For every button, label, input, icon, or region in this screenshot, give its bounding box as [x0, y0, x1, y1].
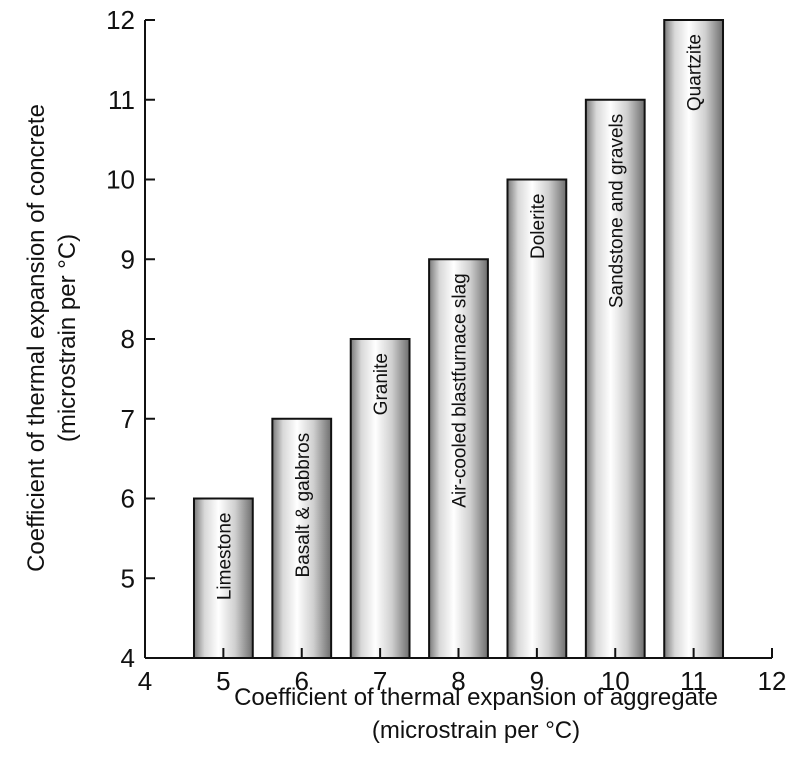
y-tick-label: 9 [121, 244, 135, 274]
bar [584, 98, 646, 659]
bar [271, 417, 333, 659]
x-tick-label: 8 [451, 666, 465, 696]
bar-label: Dolerite [528, 194, 549, 259]
x-tick-label: 11 [680, 666, 707, 696]
y-tick-label: 4 [121, 643, 135, 673]
y-tick-label: 7 [121, 404, 135, 434]
x-tick-label: 12 [758, 666, 787, 696]
y-tick-label: 11 [108, 85, 135, 115]
bar-label: Granite [371, 353, 392, 415]
y-tick-label: 10 [106, 165, 135, 195]
bar-label: Basalt & gabbros [293, 433, 314, 578]
bars: Limestone Basalt & gabbros Granite Air-cool… [192, 19, 725, 659]
bar [428, 258, 489, 659]
x-tick-label: 6 [295, 666, 309, 696]
y-tick-label: 6 [121, 484, 135, 514]
x-tick-label: 7 [373, 666, 387, 696]
y-tick-label: 5 [121, 563, 135, 593]
x-tick-label: 4 [138, 666, 152, 696]
x-tick-label: 10 [601, 666, 630, 696]
ticks: 4 5 6 7 8 9 10 11 12 4 5 6 7 8 9 10 11 12 [106, 5, 786, 696]
x-tick-label: 5 [216, 666, 230, 696]
y-tick-label: 8 [121, 324, 135, 354]
bar-label: Limestone [214, 513, 235, 601]
y-axis-unit: (microstrain per °C) [54, 234, 81, 442]
bar [192, 497, 254, 659]
bar-label: Quartzite [685, 34, 706, 111]
y-axis-title: Coefficient of thermal expansion of conc… [23, 104, 50, 572]
x-axis-title: Coefficient of thermal expansion of aggr… [234, 684, 718, 711]
x-tick-label: 9 [530, 666, 544, 696]
bar-label: Air-cooled blastfurnace slag [450, 273, 471, 507]
y-tick-label: 12 [106, 5, 135, 35]
x-axis-unit: (microstrain per °C) [372, 717, 580, 744]
bar [349, 338, 411, 659]
bar [663, 19, 725, 659]
bar-label: Sandstone and gravels [606, 114, 627, 308]
